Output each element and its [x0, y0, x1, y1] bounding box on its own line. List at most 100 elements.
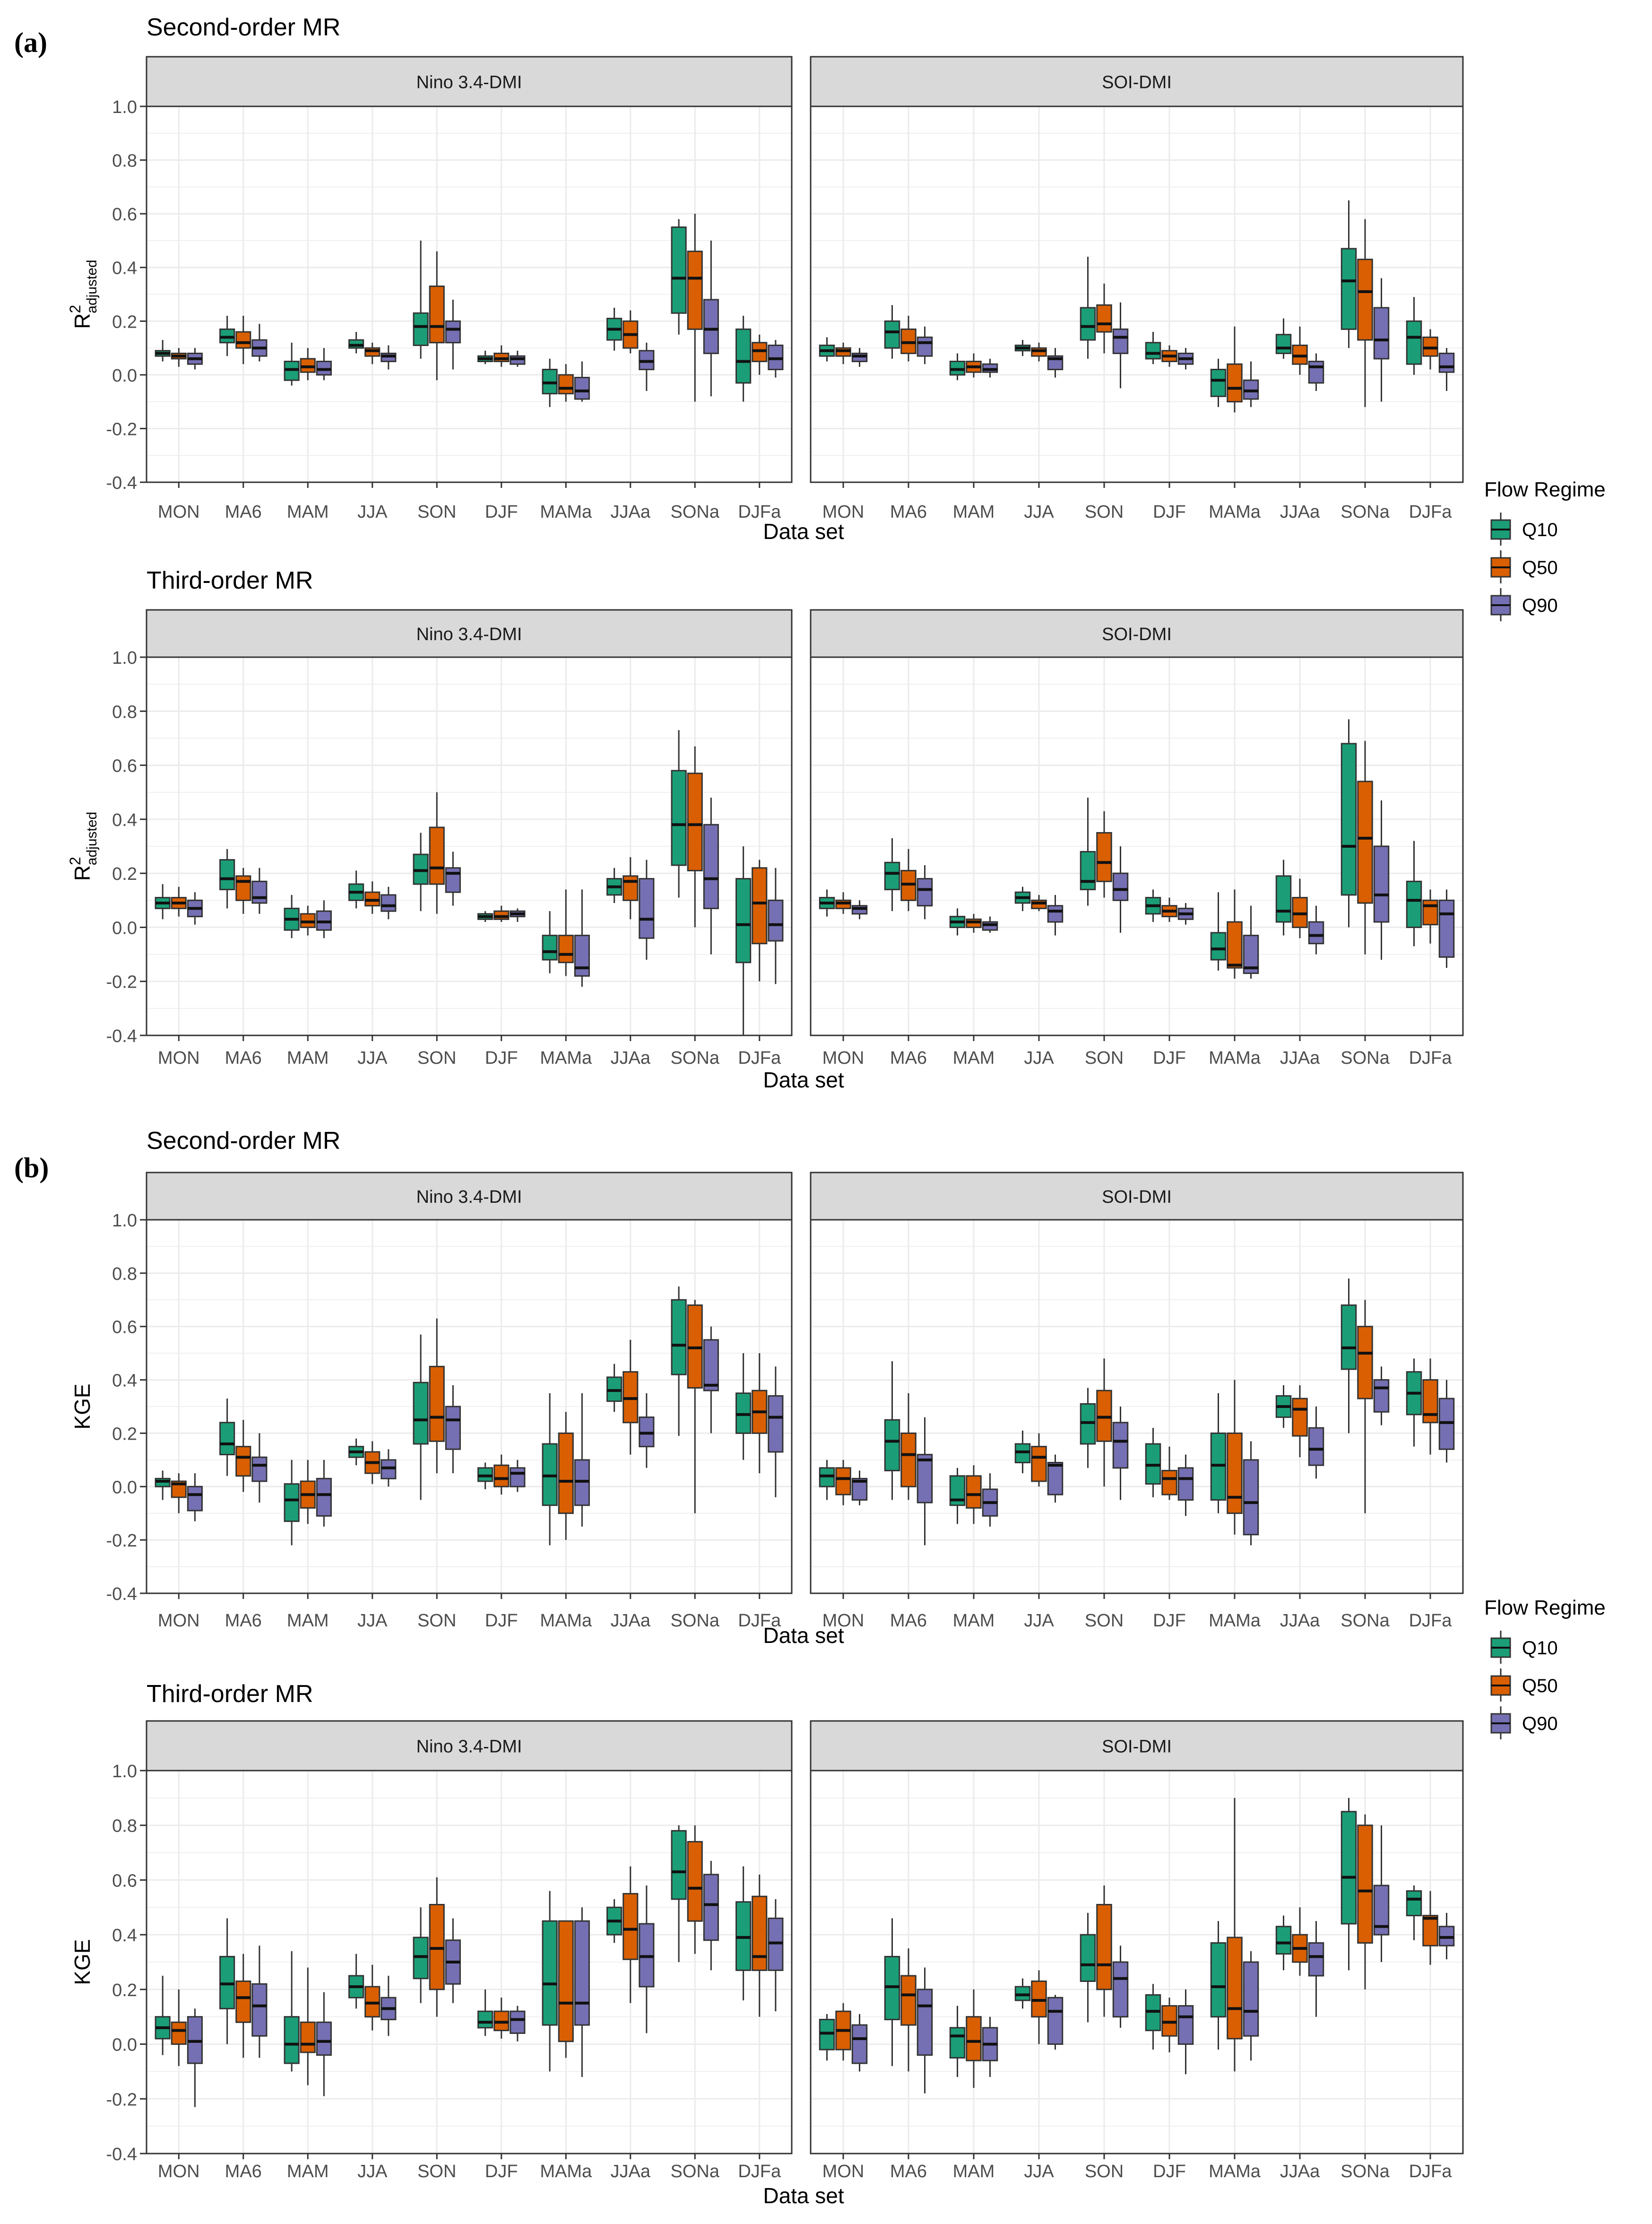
- box-body: [917, 1989, 933, 2056]
- box-Q90-MON: [851, 900, 868, 920]
- box-Q10-MAM: [949, 1468, 966, 1524]
- box-Q90-JJA: [1047, 895, 1064, 936]
- box-body: [1177, 1467, 1194, 1501]
- box-Q90-JJA: [381, 886, 397, 920]
- box-Q50-SONa: [687, 746, 703, 928]
- box-body: [445, 867, 461, 893]
- box-Q10-MAMa: [1210, 358, 1227, 407]
- x-tick-label: DJFa: [1409, 2162, 1453, 2181]
- y-label-main: R: [70, 865, 95, 881]
- x-tick-label: DJFa: [738, 502, 781, 522]
- box-body: [1161, 1469, 1177, 1495]
- box-Q10-SON: [1080, 798, 1096, 906]
- box-body: [542, 935, 558, 961]
- box-body: [1357, 259, 1373, 341]
- box-Q10-MA6: [219, 315, 235, 356]
- box-body: [1080, 307, 1096, 341]
- box-body: [219, 859, 235, 890]
- panel-border: [146, 1219, 793, 1594]
- y-tick-label: 1.0: [112, 1762, 137, 1781]
- box-Q50-DJFa: [752, 860, 768, 982]
- legend-label: Q50: [1522, 1676, 1558, 1696]
- y-tick-label: -0.4: [106, 1584, 137, 1604]
- box-Q10-DJFa: [735, 1866, 752, 2000]
- x-tick-label: JJAa: [1280, 1048, 1320, 1068]
- box-body: [735, 328, 752, 384]
- box-Q10-JJA: [1014, 1430, 1031, 1474]
- box-Q50-SON: [429, 251, 445, 381]
- x-tick-label: MON: [158, 1048, 200, 1068]
- box-Q50-JJAa: [623, 857, 639, 920]
- box-Q90-DJF: [510, 908, 526, 922]
- facet-label: Nino 3.4-DMI: [416, 625, 522, 644]
- box-Q50-JJAa: [1292, 878, 1308, 938]
- facet-label: SOI-DMI: [1102, 73, 1172, 93]
- x-tick-label: SON: [1085, 502, 1124, 522]
- box-body: [917, 878, 933, 907]
- box-Q50-DJFa: [752, 1874, 768, 2017]
- y-axis-label: KGE: [70, 1939, 95, 1985]
- box-body: [1112, 328, 1129, 354]
- box-Q10-MAMa: [1210, 1393, 1227, 1513]
- box-body: [235, 875, 251, 901]
- x-tick-label: JJA: [1024, 502, 1054, 522]
- box-body: [1177, 2005, 1194, 2045]
- box-Q10-SON: [413, 1334, 429, 1500]
- plot-1: Third-order MR R2adjusted -0.4 -0.2 0.0 0.2 0.…: [67, 567, 1464, 1092]
- box-Q50-MAM: [966, 1989, 982, 2088]
- box-Q90-MA6: [251, 1946, 268, 2058]
- box-Q50-SONa: [1357, 1814, 1373, 1989]
- box-Q90-SON: [1112, 1407, 1129, 1500]
- box-Q10-SON: [413, 833, 429, 912]
- box-body: [235, 1981, 251, 2023]
- box-Q10-JJA: [348, 870, 364, 909]
- y-tick-label: -0.4: [106, 2145, 137, 2164]
- box-Q90-DJF: [510, 2006, 526, 2042]
- box-Q10-JJAa: [1275, 318, 1292, 359]
- box-Q90-SONa: [703, 240, 719, 397]
- box-body: [671, 1830, 687, 1900]
- box-Q10-JJAa: [606, 868, 623, 903]
- x-tick-label: MAMa: [540, 1611, 592, 1631]
- box-body: [703, 299, 719, 354]
- box-Q10-MON: [819, 889, 835, 917]
- box-body: [445, 320, 461, 344]
- box-body: [1357, 1326, 1373, 1399]
- box-body: [1210, 932, 1227, 961]
- legend-item: Q90: [1490, 588, 1558, 621]
- box-Q10-SON: [1080, 257, 1096, 359]
- box-Q10-JJA: [348, 332, 364, 354]
- box-body: [429, 826, 445, 885]
- box-Q10-JJA: [1014, 886, 1031, 912]
- panel-border: [146, 656, 793, 1036]
- box-body: [574, 935, 590, 977]
- box-Q10-SON: [1080, 1912, 1096, 2023]
- y-tick-label: 0.8: [112, 1816, 137, 1836]
- facet-label: SOI-DMI: [1102, 1737, 1172, 1757]
- box-body: [284, 1483, 300, 1522]
- box-Q90-MAMa: [1243, 361, 1259, 407]
- box-body: [1243, 1459, 1259, 1536]
- box-body: [1080, 851, 1096, 890]
- legend-label: Q50: [1522, 557, 1558, 578]
- box-body: [703, 1874, 719, 1941]
- box-Q90-SON: [445, 851, 461, 906]
- x-tick-label: MON: [158, 502, 200, 522]
- y-tick-label: 0.2: [112, 1424, 137, 1444]
- box-Q10-DJFa: [1406, 1885, 1422, 1940]
- box-Q90-JJAa: [1308, 905, 1324, 955]
- box-Q90-JJA: [1047, 1454, 1064, 1503]
- y-tick-label: -0.2: [106, 1531, 137, 1551]
- box-Q50-DJF: [1161, 1446, 1177, 1500]
- x-axis-label: Data set: [763, 519, 844, 544]
- box-Q10-JJAa: [606, 1899, 623, 1943]
- box-body: [558, 1432, 574, 1514]
- box-Q10-DJF: [1145, 1984, 1161, 2050]
- x-tick-label: MAMa: [540, 1048, 592, 1068]
- box-body: [235, 331, 251, 349]
- box-Q50-JJA: [1031, 1433, 1047, 1487]
- box-Q50-DJF: [1161, 345, 1177, 367]
- x-tick-label: MAM: [287, 1048, 329, 1068]
- box-Q90-MON: [851, 2014, 868, 2072]
- box-Q50-MAMa: [1227, 889, 1243, 979]
